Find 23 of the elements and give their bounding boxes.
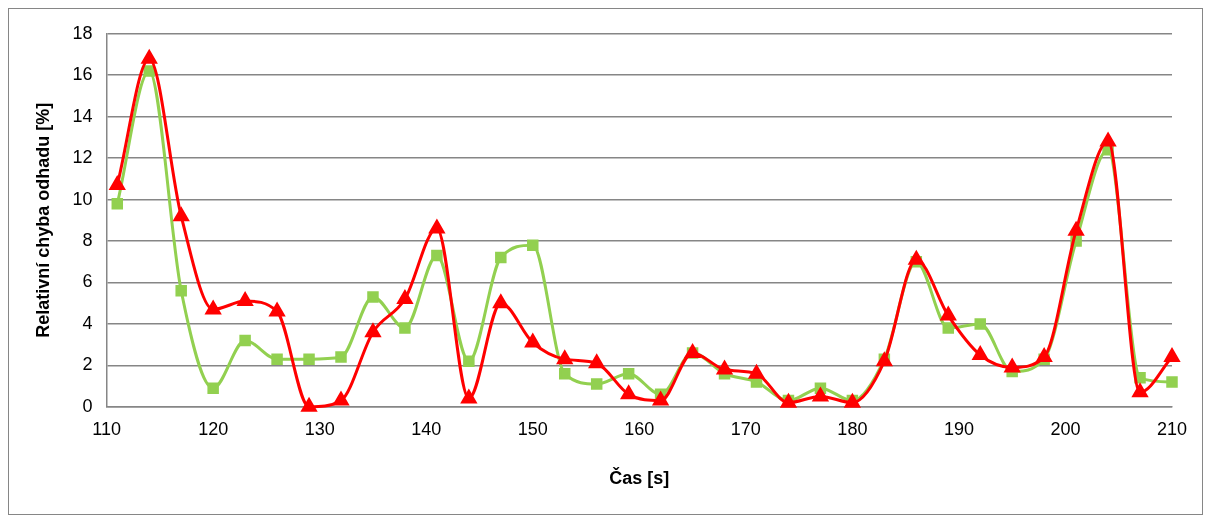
x-tick-label: 130 bbox=[304, 418, 335, 439]
x-tick-label: 210 bbox=[1156, 418, 1188, 439]
x-tick-label: 200 bbox=[1050, 418, 1081, 439]
x-tick-label: 140 bbox=[411, 418, 442, 439]
y-tick-label: 8 bbox=[82, 229, 93, 250]
y-tick-label: 18 bbox=[72, 22, 93, 43]
y-tick-label: 2 bbox=[82, 354, 93, 375]
y-tick-label: 10 bbox=[72, 188, 93, 209]
y-tick-label: 14 bbox=[72, 105, 93, 126]
x-axis-title: Čas [s] bbox=[609, 467, 670, 489]
y-tick-label: 0 bbox=[82, 395, 93, 416]
x-tick-label: 170 bbox=[730, 418, 761, 439]
x-tick-label: 180 bbox=[837, 418, 868, 439]
y-tick-label: 4 bbox=[82, 312, 93, 333]
x-tick-label: 160 bbox=[624, 418, 655, 439]
x-tick-label: 190 bbox=[943, 418, 974, 439]
y-tick-label: 6 bbox=[82, 271, 93, 292]
x-tick-label: 110 bbox=[92, 418, 121, 439]
y-tick-label: 12 bbox=[72, 147, 93, 168]
y-axis-title: Relativní chyba odhadu [%] bbox=[32, 102, 53, 338]
x-tick-label: 120 bbox=[198, 418, 229, 439]
y-tick-label: 16 bbox=[72, 64, 93, 85]
x-tick-label: 150 bbox=[517, 418, 548, 439]
